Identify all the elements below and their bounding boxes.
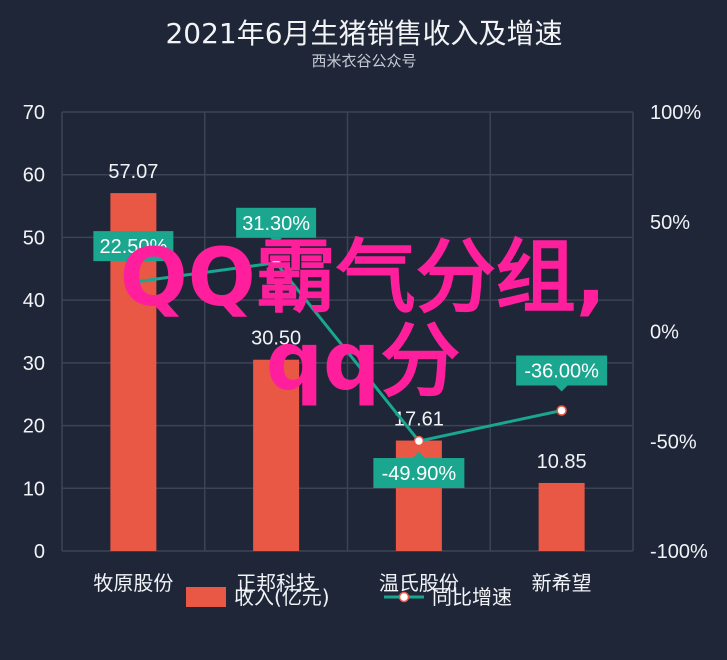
right-axis: -100% -50% 0% 50% 100% xyxy=(650,102,708,563)
legend-item-growth[interactable]: 同比增速 xyxy=(384,585,512,609)
bar-value-label: 10.85 xyxy=(537,451,587,473)
category-label: 正邦科技 xyxy=(236,571,316,595)
right-tick-label: 50% xyxy=(650,212,690,234)
growth-point[interactable] xyxy=(128,276,139,288)
legend-label-income: 收入(亿元) xyxy=(234,585,330,609)
legend-item-income[interactable]: 收入(亿元) xyxy=(186,585,330,609)
chart-title: 2021年6月生猪销售收入及增速 xyxy=(165,17,562,50)
left-tick-label: 40 xyxy=(23,290,45,312)
right-tick-label: -50% xyxy=(650,431,697,453)
category-label: 温氏股份 xyxy=(379,571,459,595)
growth-badge-pointer xyxy=(127,261,140,268)
category-axis: 牧原股份 正邦科技 温氏股份 新希望 xyxy=(93,571,591,595)
left-tick-label: 10 xyxy=(23,478,45,500)
growth-value-label: 31.30% xyxy=(242,213,310,235)
chart-subtitle: 西米衣谷公众号 xyxy=(311,52,416,70)
growth-value-label: -36.00% xyxy=(524,361,599,383)
left-tick-label: 50 xyxy=(23,227,45,249)
legend: 收入(亿元) 同比增速 xyxy=(186,585,512,609)
growth-badge-pointer xyxy=(270,237,283,244)
growth-badge xyxy=(93,231,174,262)
legend-marker-swatch xyxy=(398,591,410,603)
growth-badge-pointer xyxy=(555,385,568,392)
growth-badge xyxy=(236,207,317,238)
left-tick-label: 20 xyxy=(23,416,45,438)
left-axis: 0 10 20 30 40 50 60 70 xyxy=(23,102,45,563)
legend-bar-swatch xyxy=(186,587,226,607)
growth-value-label: 22.50% xyxy=(99,236,167,258)
right-tick-label: 0% xyxy=(650,322,679,344)
bar-value-label: 30.50 xyxy=(251,328,301,350)
growth-badge xyxy=(516,355,608,386)
bar[interactable] xyxy=(538,482,585,551)
bar-value-label: 57.07 xyxy=(108,161,158,183)
bar[interactable] xyxy=(253,359,300,551)
legend-label-growth: 同比增速 xyxy=(432,585,512,609)
category-label: 牧原股份 xyxy=(93,571,173,595)
left-tick-label: 60 xyxy=(23,165,45,187)
left-tick-label: 0 xyxy=(34,541,45,563)
growth-badge-pointer xyxy=(412,452,425,459)
growth-point[interactable] xyxy=(413,435,425,447)
growth-point[interactable] xyxy=(270,257,282,269)
growth-line xyxy=(133,261,562,443)
growth-value-label: -49.90% xyxy=(382,463,457,485)
category-label: 新希望 xyxy=(532,571,592,595)
left-tick-label: 30 xyxy=(23,353,45,375)
right-tick-label: 100% xyxy=(650,102,701,124)
growth-point[interactable] xyxy=(556,405,567,416)
left-tick-label: 70 xyxy=(23,102,45,124)
growth-badge xyxy=(373,458,465,489)
right-tick-label: -100% xyxy=(650,541,708,563)
line-series: 22.50% 31.30% -49.90% -36.00% xyxy=(93,207,608,489)
